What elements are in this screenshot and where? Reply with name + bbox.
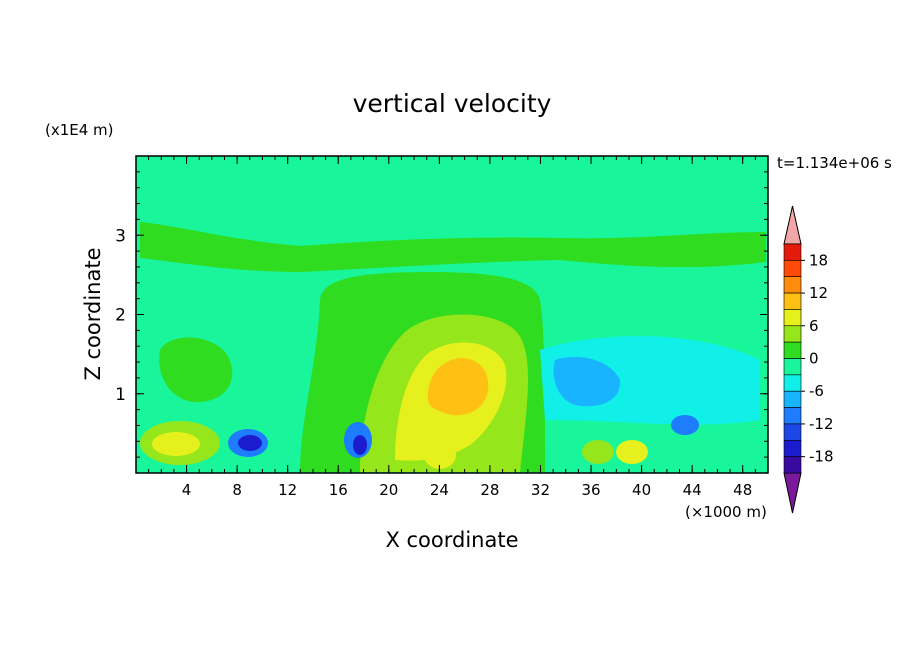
x-tick-label: 12 <box>278 481 297 499</box>
x-tick-label: 36 <box>581 481 600 499</box>
colorbar-swatch <box>783 325 802 343</box>
x-tick-labels: 4 8 12 16 20 24 28 32 36 40 44 48 <box>182 481 752 499</box>
time-label: t=1.134e+06 s <box>777 154 892 172</box>
y-axis-label: Z coordinate <box>81 247 105 380</box>
x-tick-label: 48 <box>733 481 752 499</box>
colorbar-min-arrow <box>783 472 802 514</box>
colorbar-swatch <box>783 309 802 327</box>
downdraft-1 <box>238 435 262 451</box>
colorbar <box>783 205 802 514</box>
x-tick-label: 4 <box>182 481 192 499</box>
colorbar-label: 12 <box>809 284 828 302</box>
colorbar-swatch <box>783 407 802 425</box>
colorbar-label: -6 <box>809 382 824 400</box>
right-low-cell-2 <box>616 440 648 464</box>
colorbar-label: -18 <box>809 448 834 466</box>
y-tick-label: 2 <box>115 306 126 326</box>
x-tick-label: 24 <box>430 481 449 499</box>
y-tick-label: 3 <box>115 226 126 246</box>
x-tick-label: 28 <box>480 481 499 499</box>
plot-area <box>135 155 769 474</box>
x-tick-label: 20 <box>379 481 398 499</box>
downdraft-2 <box>353 435 367 455</box>
colorbar-swatch <box>783 439 802 457</box>
colorbar-swatch <box>783 260 802 278</box>
upper-green-band <box>140 222 766 272</box>
colorbar-label: 6 <box>809 317 819 335</box>
colorbar-labels: 18 12 6 0 -6 -12 -18 <box>801 251 834 466</box>
right-low-cell-1 <box>582 440 614 464</box>
right-downdraft-2 <box>671 415 699 435</box>
colorbar-swatch <box>783 341 802 359</box>
x-tick-label: 44 <box>683 481 702 499</box>
x-tick-label: 16 <box>329 481 348 499</box>
y-tick-label: 1 <box>115 385 126 405</box>
colorbar-swatch <box>783 292 802 310</box>
axis-ticks <box>136 156 768 473</box>
colorbar-swatch <box>783 358 802 376</box>
x-axis-label: X coordinate <box>385 528 518 552</box>
y-tick-labels: 1 2 3 <box>115 226 126 405</box>
colorbar-swatch <box>783 390 802 408</box>
updraft-max <box>427 358 489 416</box>
x-unit-label: (×1000 m) <box>685 503 767 521</box>
colorbar-label: 0 <box>809 350 819 368</box>
colorbar-label: 18 <box>809 251 828 269</box>
colorbar-swatch <box>783 456 802 474</box>
lower-updraft-cell <box>424 441 456 469</box>
colorbar-label: -12 <box>809 415 834 433</box>
chart-title: vertical velocity <box>353 89 552 118</box>
x-tick-label: 8 <box>232 481 242 499</box>
left-green-blob <box>159 337 233 403</box>
y-unit-label: (x1E4 m) <box>45 121 114 139</box>
x-tick-label: 32 <box>531 481 550 499</box>
colorbar-swatch <box>783 276 802 294</box>
colorbar-swatch <box>783 374 802 392</box>
left-low-cell-core <box>152 432 200 456</box>
colorbar-swatch <box>783 243 802 261</box>
x-tick-label: 40 <box>632 481 651 499</box>
colorbar-max-arrow <box>783 205 802 245</box>
right-downdraft-zone <box>553 356 621 407</box>
colorbar-swatch <box>783 423 802 441</box>
